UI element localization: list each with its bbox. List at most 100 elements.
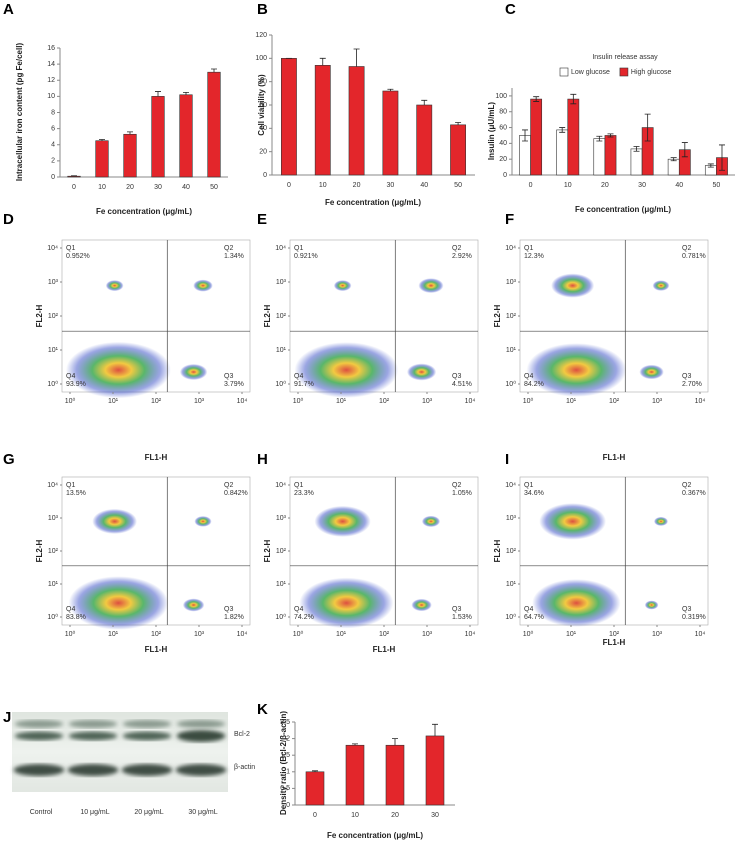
quadrant-percent: 3.79%	[224, 381, 244, 388]
quadrant-name: Q1	[294, 245, 303, 252]
x-tick-label: 10	[98, 184, 106, 191]
y-tick-label: 2.5	[280, 719, 290, 726]
quadrant-name: Q2	[452, 245, 461, 252]
y-tick-label: 10⁰	[47, 380, 58, 388]
x-tick-label: 0	[529, 182, 533, 189]
quadrant-percent: 23.3%	[294, 490, 314, 497]
y-tick-label: 10²	[48, 548, 59, 555]
quadrant-percent: 0.367%	[682, 490, 706, 497]
y-tick-label: 10²	[276, 313, 287, 320]
quadrant-percent: 84.2%	[524, 381, 544, 388]
density-cloud	[294, 342, 399, 398]
x-tick-label: 10	[564, 182, 572, 189]
density-cloud	[421, 515, 441, 528]
band	[122, 720, 172, 728]
error-bar	[596, 135, 603, 142]
x-tick-label: 10	[351, 812, 359, 819]
error-bar	[607, 133, 614, 138]
x-axis-title: FL1-H	[145, 645, 168, 654]
x-axis-title: Fe concentration (μg/mL)	[327, 831, 423, 840]
quadrant-percent: 1.53%	[452, 614, 472, 621]
y-axis-title: Density ratio (Bcl-2/β-actin)	[279, 711, 288, 815]
quadrant-percent: 12.3%	[524, 253, 544, 260]
error-bar	[718, 144, 725, 171]
quadrant-name: Q3	[682, 606, 691, 613]
error-bar	[570, 93, 577, 105]
quadrant-percent: 1.82%	[224, 614, 244, 621]
density-cloud	[105, 280, 124, 292]
y-tick-label: 80	[259, 79, 267, 86]
bar	[314, 65, 331, 176]
x-tick-label: 10¹	[336, 398, 347, 405]
band	[67, 764, 119, 776]
x-tick-label: 0	[313, 812, 317, 819]
x-tick-label: 50	[454, 182, 462, 189]
band	[14, 731, 64, 741]
quadrant-name: Q4	[524, 606, 533, 613]
bar	[382, 90, 399, 176]
y-tick-label: 10³	[276, 515, 287, 522]
quadrant-name: Q3	[452, 606, 461, 613]
error-bar	[522, 129, 529, 142]
y-tick-label: 0.5	[280, 785, 290, 792]
error-bar	[211, 68, 217, 73]
band	[68, 720, 118, 728]
y-tick-label: 40	[259, 125, 267, 132]
error-bar	[127, 131, 133, 135]
x-tick-label: 10⁰	[523, 397, 534, 405]
panel-letter: E	[257, 211, 267, 228]
error-bar	[559, 127, 566, 133]
error-bar	[353, 48, 360, 67]
x-axis-title: FL1-H	[373, 645, 396, 654]
y-tick-label: 10¹	[48, 581, 59, 588]
quadrant-percent: 1.05%	[452, 490, 472, 497]
lane-label: 10 μg/mL	[80, 809, 109, 816]
y-tick-label: 10¹	[506, 581, 517, 588]
quadrant-name: Q2	[682, 482, 691, 489]
quadrant-name: Q1	[524, 245, 533, 252]
x-axis-title: FL1-H	[145, 453, 168, 462]
density-cloud	[539, 503, 607, 540]
quadrant-name: Q2	[224, 482, 233, 489]
bar	[385, 744, 405, 806]
bar	[604, 135, 617, 176]
density-cloud	[551, 273, 595, 298]
x-tick-label: 30	[154, 184, 162, 191]
quadrant-name: Q3	[224, 373, 233, 380]
y-tick-label: 1	[286, 769, 290, 776]
x-tick-label: 10³	[422, 398, 433, 405]
error-bar	[155, 91, 161, 97]
y-axis-title: FL2-H	[493, 304, 502, 327]
quadrant-name: Q4	[66, 373, 75, 380]
quadrant-percent: 4.51%	[452, 381, 472, 388]
x-axis-title: Fe concentration (μg/mL)	[96, 207, 192, 216]
x-tick-label: 10⁰	[523, 630, 534, 638]
legend-label: High glucose	[631, 69, 672, 76]
density-cloud	[68, 576, 169, 630]
error-bar	[312, 770, 318, 772]
density-cloud	[194, 516, 212, 527]
y-tick-label: 10³	[506, 279, 517, 286]
x-tick-label: 10²	[151, 398, 162, 405]
band	[14, 720, 64, 728]
x-tick-label: 20	[391, 812, 399, 819]
y-axis-title: FL2-H	[263, 304, 272, 327]
lane-label: 30 μg/mL	[188, 809, 217, 816]
lane-label: 20 μg/mL	[134, 809, 163, 816]
panel-letter: J	[3, 709, 11, 726]
density-cloud	[418, 278, 444, 294]
band-label: Bcl-2	[234, 731, 250, 738]
legend-label: Low glucose	[571, 69, 610, 76]
bar	[305, 771, 325, 806]
x-tick-label: 10³	[422, 631, 433, 638]
x-tick-label: 10²	[609, 631, 620, 638]
error-bar	[99, 139, 105, 141]
x-tick-label: 10²	[379, 398, 390, 405]
y-tick-label: 6	[51, 125, 55, 132]
lane-label: Control	[30, 809, 53, 816]
density-cloud	[333, 280, 352, 292]
y-tick-label: 10⁴	[505, 245, 516, 252]
y-tick-label: 10²	[276, 548, 287, 555]
density-cloud	[299, 577, 394, 629]
density-cloud	[639, 364, 664, 380]
